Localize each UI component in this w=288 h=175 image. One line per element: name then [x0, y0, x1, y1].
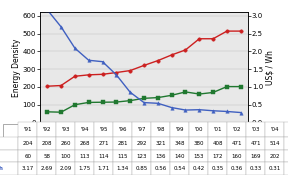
FancyBboxPatch shape — [3, 124, 285, 174]
Y-axis label: Energy Density: Energy Density — [12, 38, 20, 97]
Y-axis label: US$ / Wh: US$ / Wh — [265, 50, 274, 85]
